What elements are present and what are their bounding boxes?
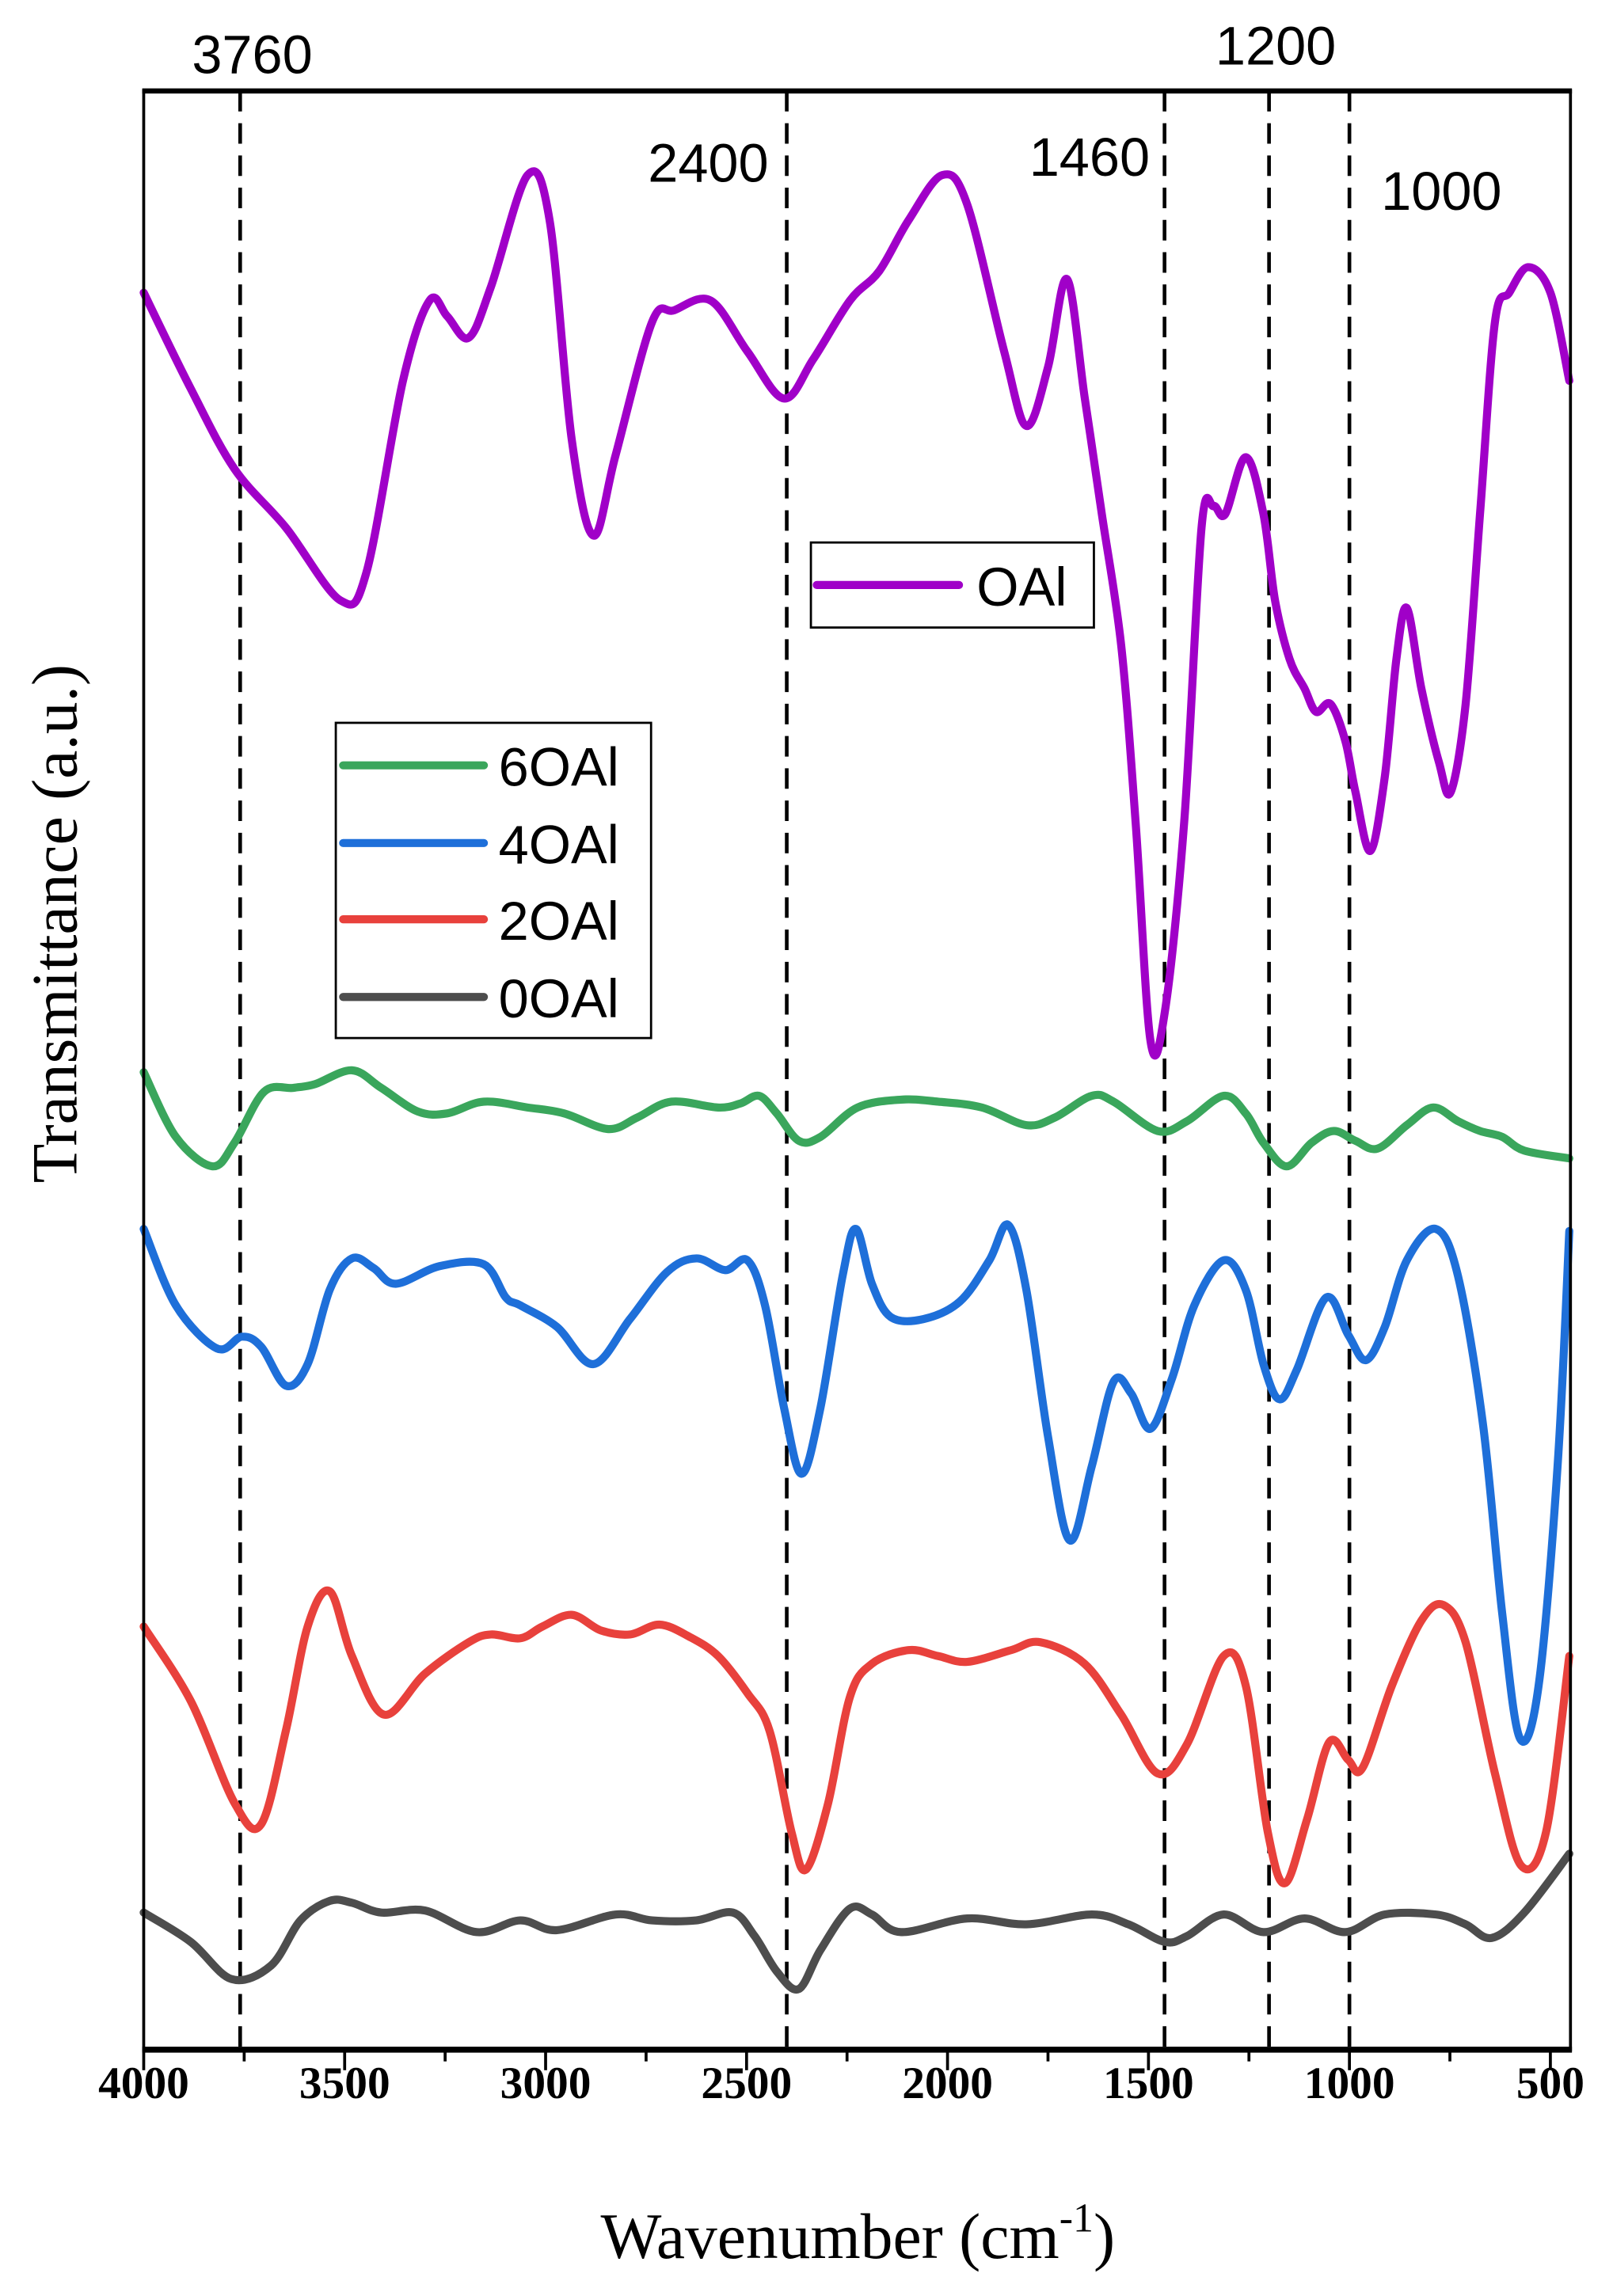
reference-label-1460: 1460	[1029, 127, 1150, 188]
legend-4oal-label: 4OAl	[499, 815, 619, 876]
x-axis-title-main: Wavenumber (cm	[600, 2200, 1059, 2272]
series-group	[139, 167, 1573, 1994]
legend-samples-box	[334, 721, 652, 1040]
legend-samples: 6OAl 4OAl 2OAl 0OAl	[334, 721, 652, 1040]
x-tick-label-500: 500	[1516, 2058, 1584, 2108]
series-line-2oal	[139, 1586, 1573, 1887]
legend-0oal-label: 0OAl	[499, 968, 619, 1029]
reference-label-2400: 2400	[648, 133, 768, 194]
x-axis-title-sup: -1	[1059, 2195, 1094, 2241]
x-tick-label-2500: 2500	[701, 2058, 792, 2108]
x-tick-label-3000: 3000	[500, 2058, 592, 2108]
x-axis-title-close: )	[1094, 2200, 1115, 2272]
reference-labels: 3760 2400 1460 1200 1000	[192, 16, 1501, 222]
reference-label-3760: 3760	[192, 25, 312, 86]
x-axis-ticks: 4000 3500 3000 2500 2000 1500 1000 500	[98, 2049, 1584, 2108]
legend-oal: OAl	[809, 541, 1095, 629]
x-axis-title: Wavenumber (cm-1)	[600, 2195, 1115, 2271]
x-tick-label-3500: 3500	[299, 2058, 390, 2108]
series-line-0oal	[139, 1849, 1573, 1994]
series-line-oal	[139, 167, 1573, 1060]
legend-2oal-label: 2OAl	[499, 891, 619, 952]
reference-lines	[238, 90, 1352, 2050]
x-tick-label-2000: 2000	[902, 2058, 993, 2108]
x-tick-label-1000: 1000	[1304, 2058, 1395, 2108]
legend-6oal-label: 6OAl	[499, 737, 619, 798]
y-axis-title: Transmittance (a.u.)	[18, 664, 90, 1183]
series-line-6oal	[139, 1066, 1573, 1171]
x-tick-label-4000: 4000	[98, 2058, 189, 2108]
reference-label-1200: 1200	[1215, 16, 1336, 77]
x-tick-label-1500: 1500	[1103, 2058, 1194, 2108]
reference-label-1000: 1000	[1381, 161, 1501, 222]
legend-oal-label: OAl	[976, 557, 1067, 618]
series-line-4oal	[139, 1220, 1573, 1747]
